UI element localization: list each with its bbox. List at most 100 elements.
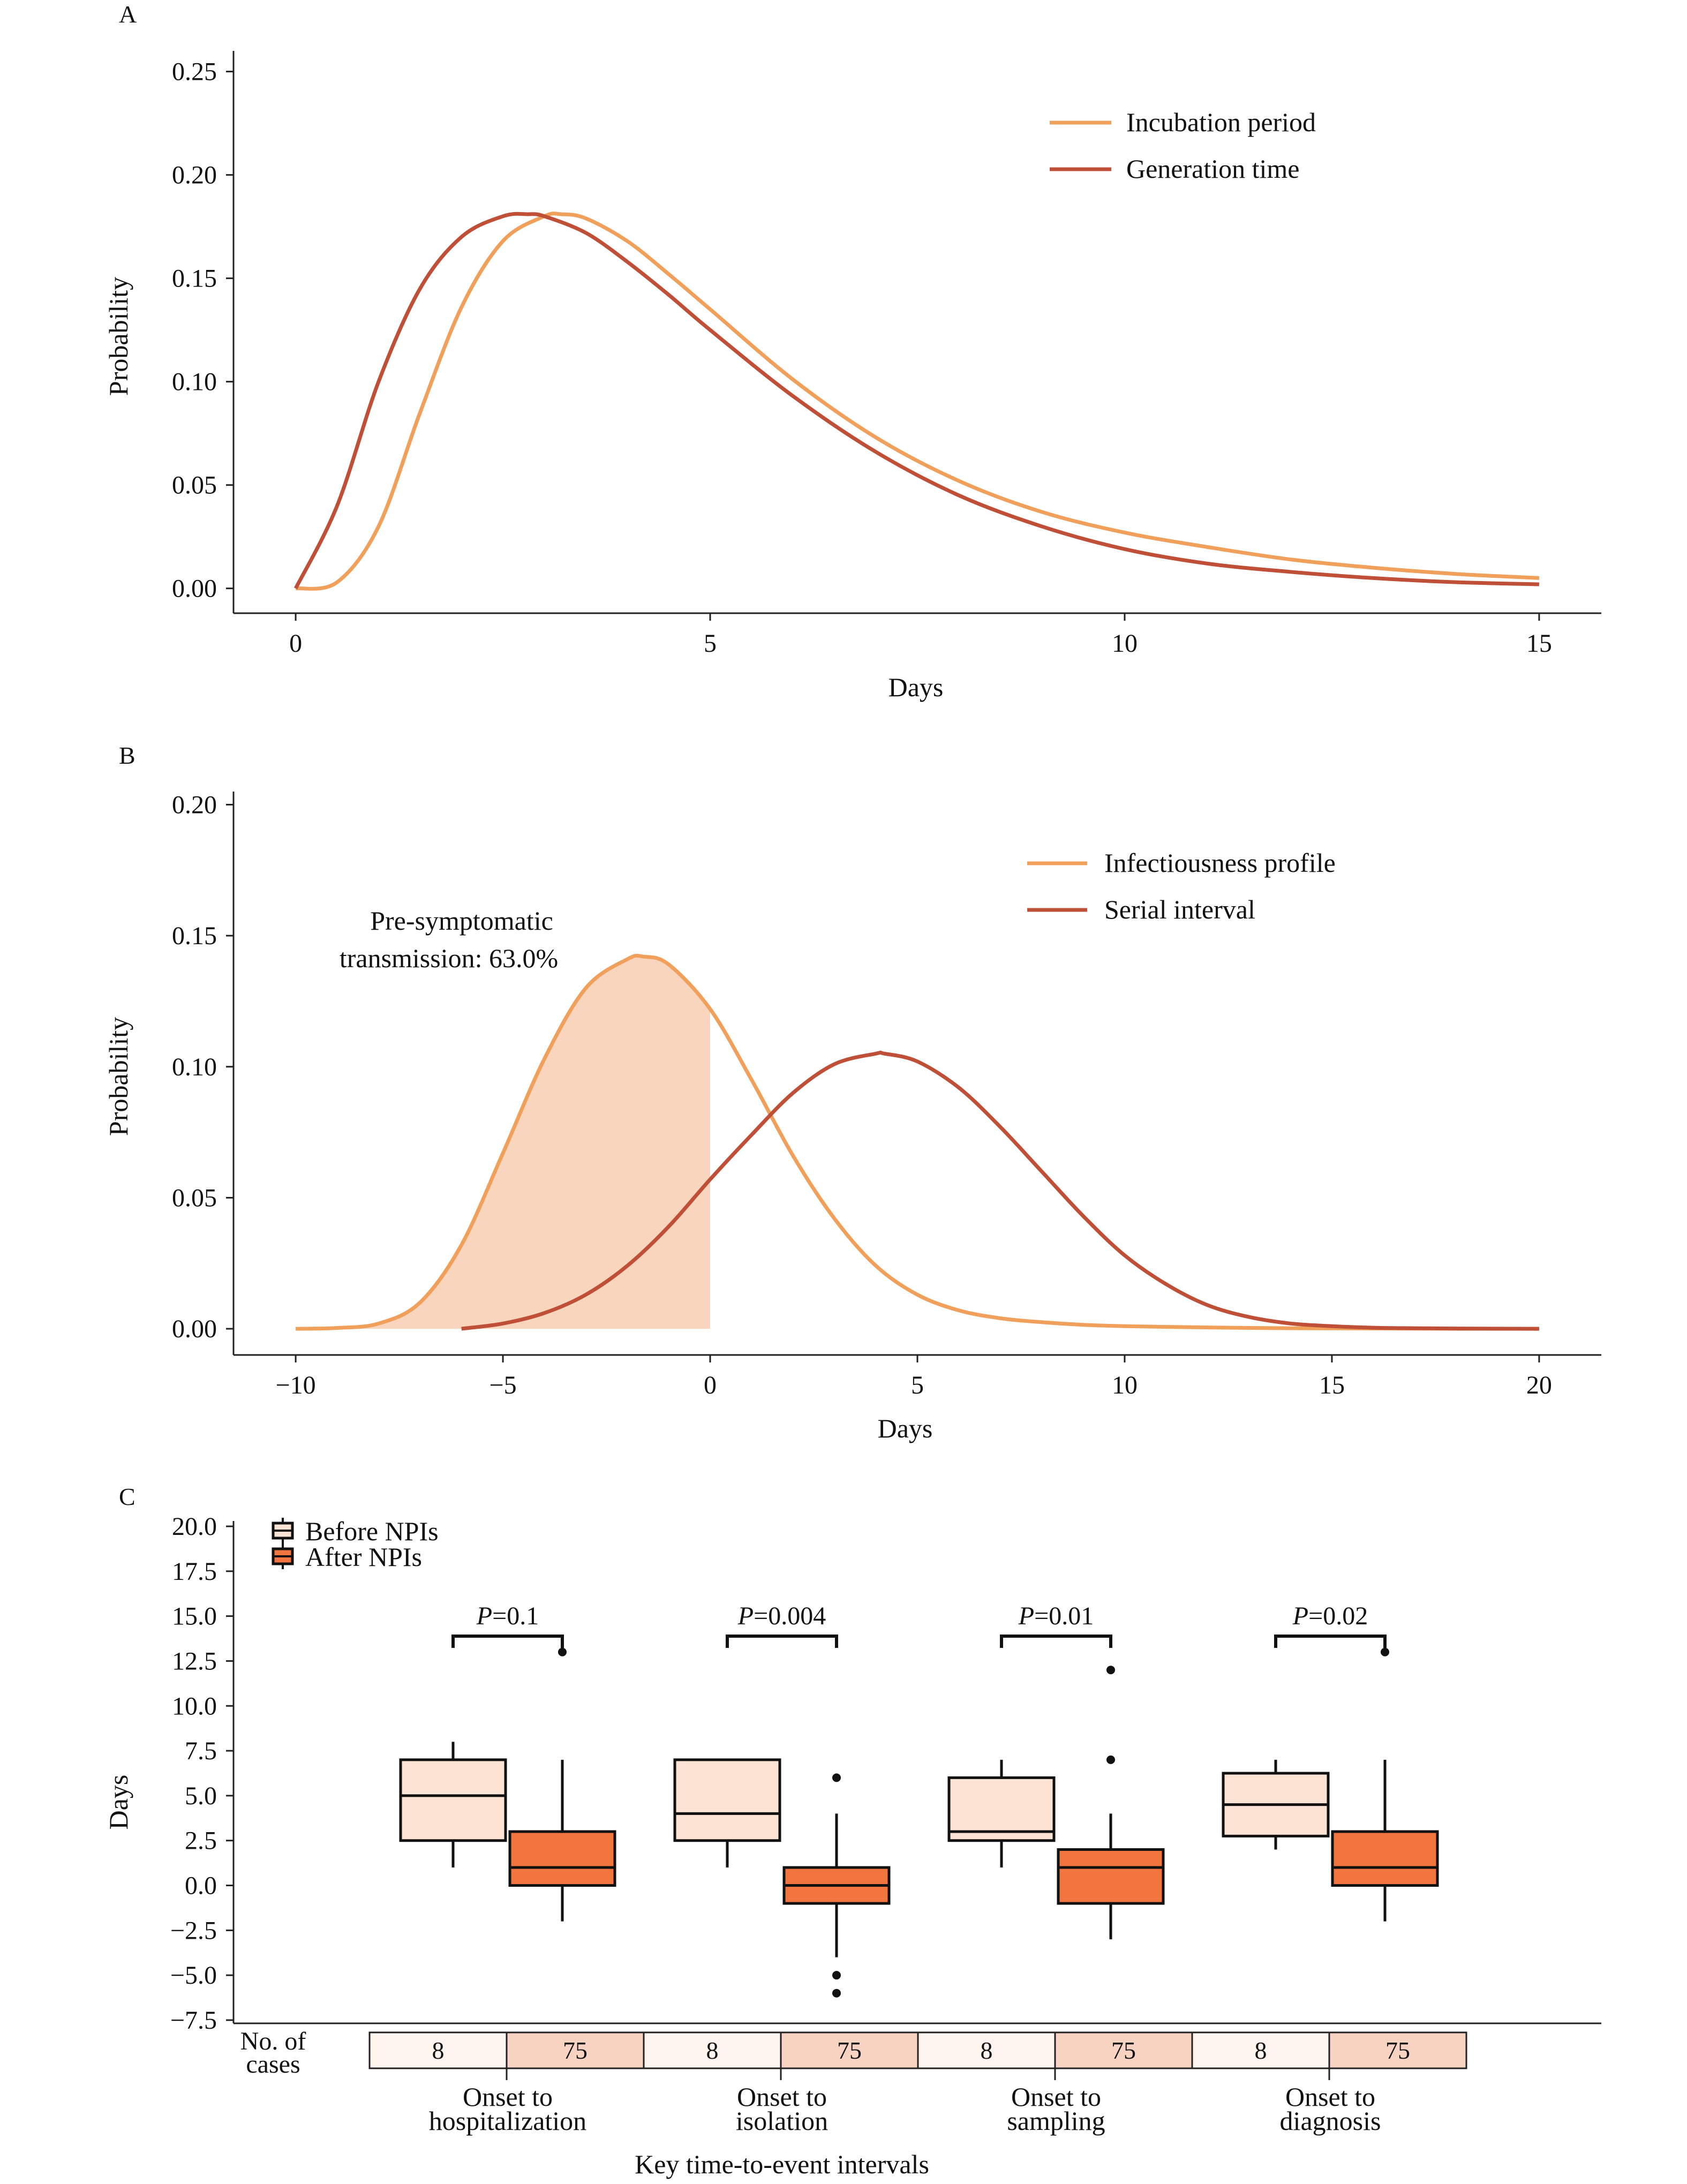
p-symbol: P [737,1602,754,1630]
p-value-text: =0.02 [1308,1602,1368,1630]
panel-b-x-tick-label: −5 [489,1371,517,1399]
panel-b-y-tick-label: 0.10 [172,1053,217,1081]
panel-b-plot [296,953,1539,1331]
panel-a-y-tick-label: 0.10 [172,368,217,396]
panel-c-y-tick-label: 7.5 [185,1737,217,1765]
panel-b-series-infectiousness-profile [296,953,1539,1331]
panel-c-legend: Before NPIs After NPIs [272,1516,439,1572]
significance-bracket-1 [451,1635,564,1648]
panel-b-y-tick-label: 0.05 [172,1184,217,1212]
panel-a-grid-axes: 0.00 0.05 0.10 0.15 0.20 0.25 0 5 10 15 [172,51,1601,658]
boxplot-2-after-outlier [832,1773,841,1782]
legend-label-incubation: Incubation period [1126,107,1316,137]
p-value-2: P=0.004 [737,1602,826,1630]
panel-a-x-tick-label: 15 [1526,629,1552,658]
group-label-4-line1: Onset to [1285,2082,1375,2112]
panel-b-x-tick-label: 10 [1112,1371,1138,1399]
boxplot-3-before-box [947,1776,1056,1842]
panel-c-ylabel: Days [103,1775,133,1830]
panel-b-legend: Infectiousness profile Serial interval [1027,848,1336,924]
significance-bracket-3 [1000,1635,1112,1648]
panel-c-plot: P=0.1 P=0.004 P=0.01 P=0.02 [399,1602,1439,1998]
panel-c-y-tick-label: 17.5 [172,1557,217,1586]
panel-b-x-tick-label: 15 [1319,1371,1345,1399]
panel-c-label: C [119,1483,135,1510]
panel-b-x-tick-label: 20 [1526,1371,1552,1399]
cases-cell-3-before [917,2031,1056,2069]
panel-c-y-tick-label: 2.5 [185,1827,217,1855]
panel-b-x-tick-label: 5 [911,1371,924,1399]
group-label-3-line1: Onset to [1011,2082,1101,2112]
panel-c-y-tick-label: 0.0 [185,1872,217,1900]
panel-b: B 0.00 0.05 0.10 0.15 0.20 −10 −5 0 5 10 15 20 Prob… [103,742,1601,1443]
panel-c-y-tick-label: 5.0 [185,1782,217,1810]
cases-count-3-before: 8 [981,2037,993,2064]
boxplot-4-after-box [1331,1830,1439,1887]
group-label-2-line2: isolation [736,2106,828,2136]
cases-count-1-after: 75 [563,2037,588,2064]
p-symbol: P [1292,1602,1308,1630]
panel-a-series-generation-time [293,212,1539,590]
legend-label-generation: Generation time [1126,154,1300,184]
boxplot-3-after-box [1057,1848,1165,1905]
boxplot-3-after-outlier [1106,1755,1115,1764]
presymptomatic-annotation-line1: Pre-symptomatic [370,906,553,936]
cases-table: 8 75 8 75 8 75 8 75 [368,2031,1467,2069]
panel-b-series-serial-interval [461,1050,1539,1331]
p-value-text: =0.01 [1034,1602,1094,1630]
panel-b-x-tick-label: 0 [704,1371,717,1399]
cases-cell-4-after [1328,2031,1467,2069]
significance-bracket-4 [1274,1635,1387,1648]
panel-b-xlabel: Days [878,1413,933,1443]
legend-label-before: Before NPIs [305,1516,439,1546]
cases-cell-3-after [1054,2031,1193,2069]
panel-a-ylabel: Probability [103,277,133,396]
panel-c-xlabel: Key time-to-event intervals [635,2149,929,2179]
cases-label-line1: No. of [240,2027,306,2055]
p-value-1: P=0.1 [476,1602,539,1630]
p-symbol: P [1018,1602,1034,1630]
legend-label-serial: Serial interval [1104,894,1255,924]
boxplot-4-after-outlier [1381,1647,1389,1656]
panel-a-x-tick-label: 5 [704,629,717,658]
panel-c-y-tick-label: −7.5 [170,2006,217,2035]
panel-c-grid-axes: −7.5 −5.0 −2.5 0.0 2.5 5.0 7.5 10.0 12.5 15.0 17.5… [170,1512,1601,2035]
panel-c-y-tick-label: 15.0 [172,1602,217,1631]
panel-c-y-tick-label: 10.0 [172,1692,217,1720]
legend-label-after: After NPIs [305,1542,422,1572]
p-value-text: =0.004 [754,1602,826,1630]
panel-c-y-tick-label: 12.5 [172,1647,217,1675]
panel-b-x-tick-label: −10 [276,1371,316,1399]
cases-cell-2-after [780,2031,919,2069]
group-label-2-line1: Onset to [737,2082,827,2112]
panel-c-y-tick-label: −2.5 [170,1916,217,1945]
group-label-1-line1: Onset to [463,2082,553,2112]
boxplot-1-after-outlier [558,1647,567,1656]
p-value-3: P=0.01 [1018,1602,1094,1630]
panel-b-shaded-area [296,955,710,1329]
panel-a-label: A [119,1,137,28]
panel-a-y-tick-label: 0.00 [172,575,217,603]
cases-count-4-before: 8 [1255,2037,1267,2064]
panel-b-grid-axes: 0.00 0.05 0.10 0.15 0.20 −10 −5 0 5 10 15 20 [172,790,1601,1399]
group-label-4-line2: diagnosis [1280,2106,1381,2136]
panel-a-y-tick-label: 0.15 [172,265,217,293]
significance-bracket-2 [726,1635,838,1648]
cases-count-4-after: 75 [1385,2037,1410,2064]
cases-cell-4-before [1191,2031,1330,2069]
cases-count-1-before: 8 [432,2037,445,2064]
cases-cell-1-after [506,2031,645,2069]
panel-c: C −7.5 −5.0 −2.5 0.0 2.5 5.0 7.5 10.0 12.5 15.0 17… [103,1483,1601,2179]
boxplot-3-after-outlier [1106,1666,1115,1675]
cases-cell-1-before [368,2031,508,2069]
panel-a-xlabel: Days [888,672,944,702]
group-label-1-line2: hospitalization [429,2106,586,2136]
presymptomatic-annotation-line2: transmission: 63.0% [340,943,558,973]
panel-a-y-tick-label: 0.20 [172,161,217,190]
panel-a-legend: Incubation period Generation time [1050,107,1316,184]
boxplot-1-after-box [508,1830,616,1887]
boxplot-2-after-outlier [832,1971,841,1980]
panel-a-y-tick-label: 0.25 [172,58,217,86]
panel-a: A 0.00 0.05 0.10 0.15 0.20 0.25 0 5 10 15 Probabi… [103,1,1601,702]
panel-a-y-tick-label: 0.05 [172,471,217,500]
